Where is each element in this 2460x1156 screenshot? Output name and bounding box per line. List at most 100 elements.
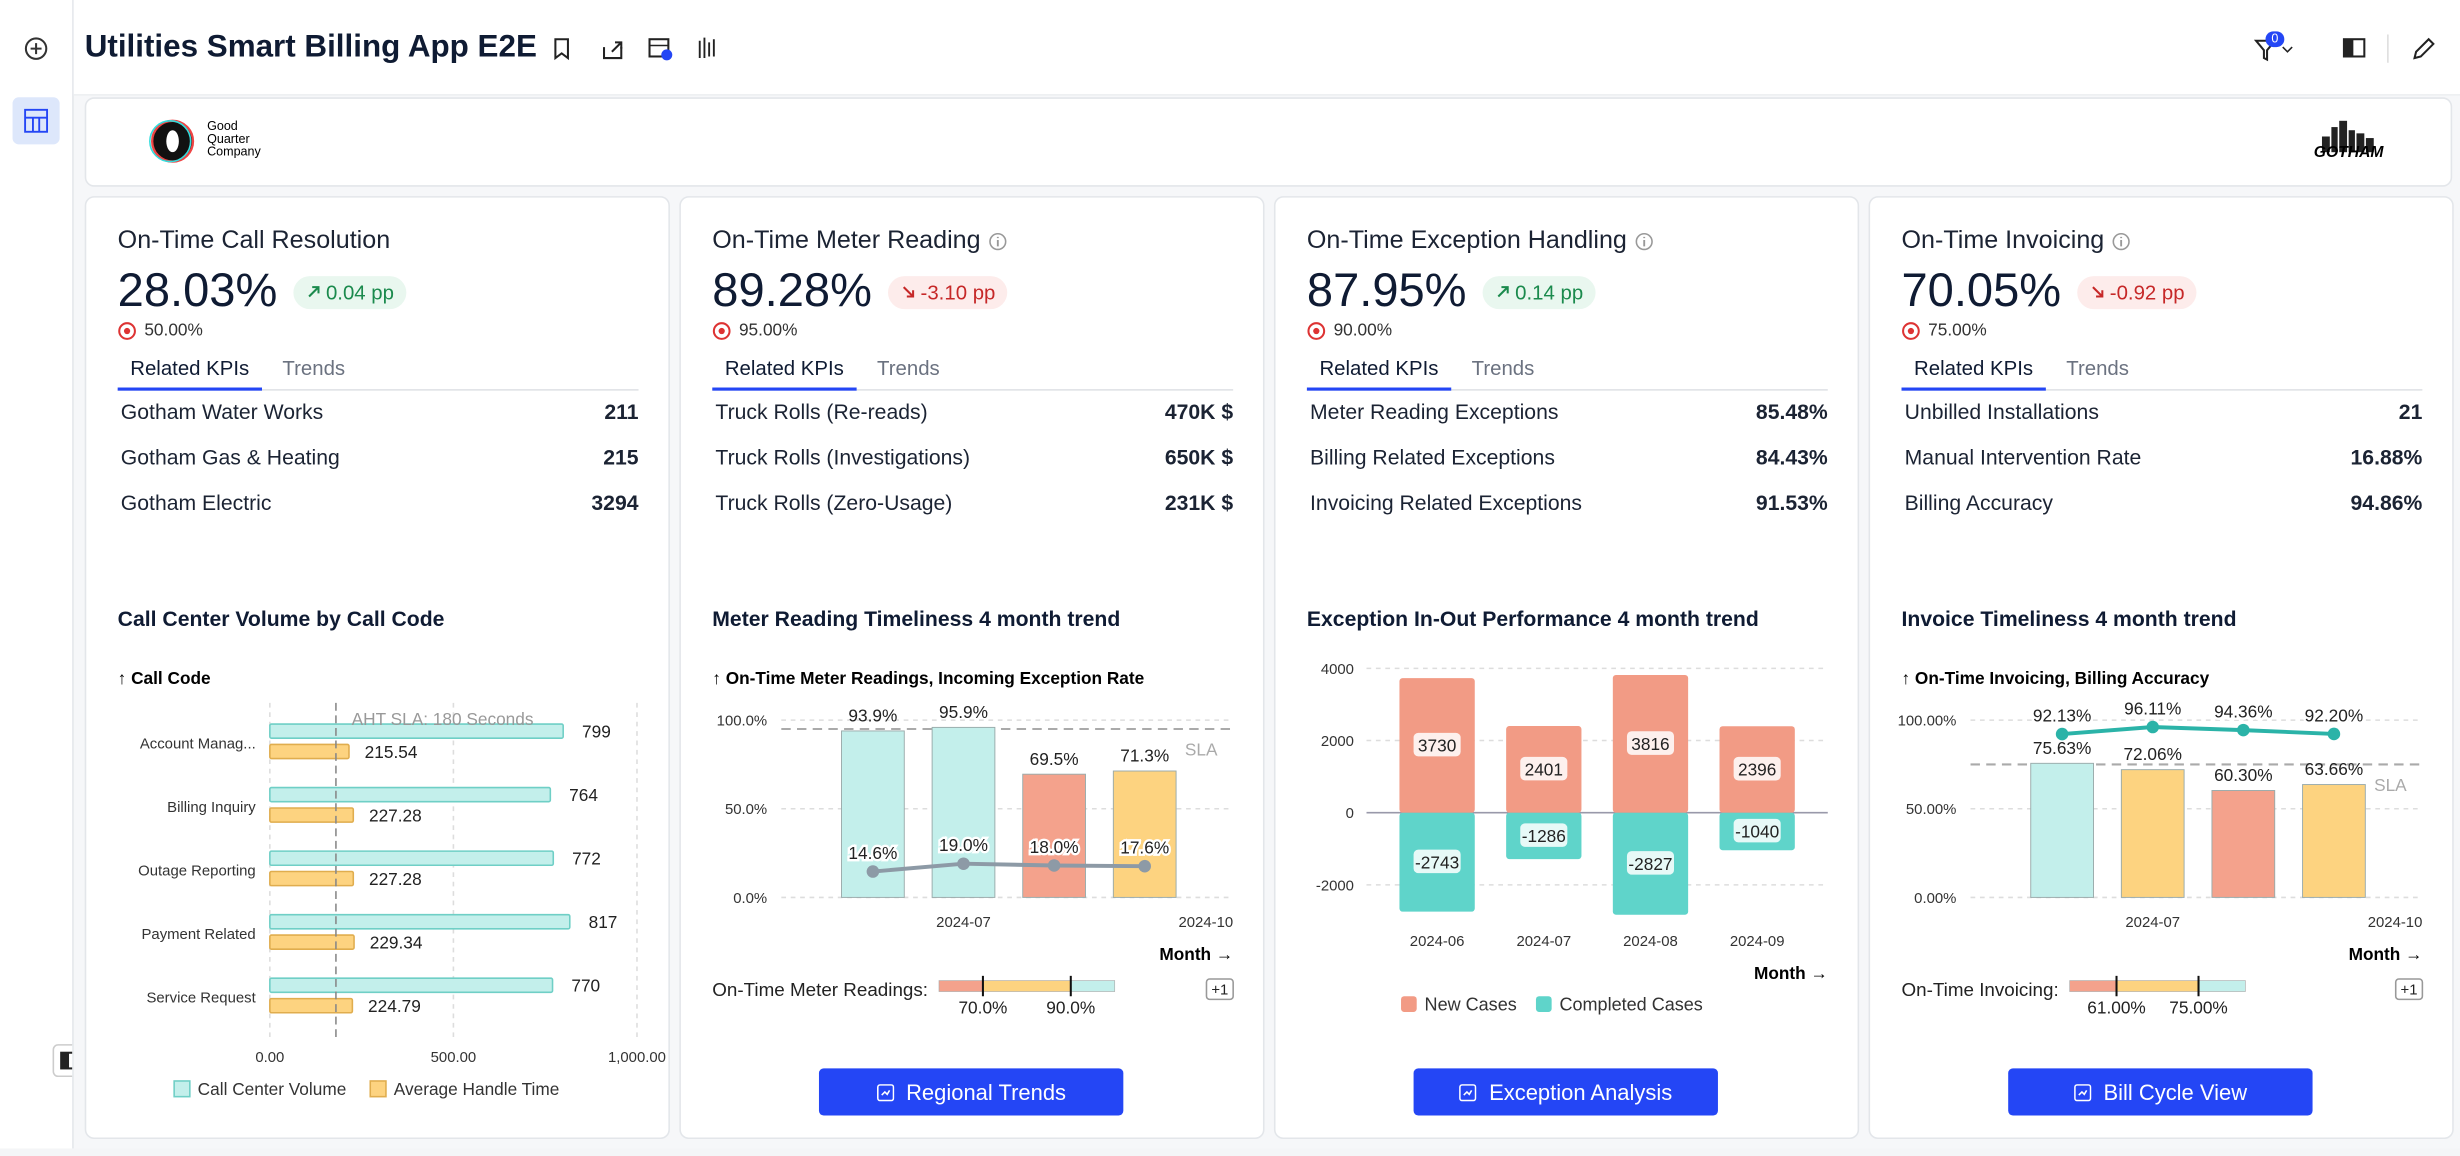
bullet-band (1070, 980, 1116, 992)
edit-button[interactable] (2413, 37, 2435, 60)
kpi-card: ↑ Call Code 0.00 500.00 1,000.00 Account Man… (84, 196, 670, 1140)
label-box (1520, 756, 1568, 781)
sla-label: SLA (2374, 775, 2407, 795)
value-label: 215.54 (365, 742, 418, 762)
label-box (1733, 818, 1781, 843)
tab[interactable]: Related KPIs (1901, 356, 2046, 391)
kpi-value: 91.53% (1755, 491, 1828, 515)
label-box (1413, 732, 1461, 757)
y-tick-label: 4000 (1321, 662, 1354, 678)
tab[interactable]: Trends (877, 356, 940, 380)
y-tick-label: 100.00% (1898, 714, 1957, 730)
icon (2077, 1089, 2087, 1095)
x-tick-label: 2024-10 (1178, 915, 1233, 931)
target-text: 75.00% (1928, 321, 1987, 341)
label-box (1626, 851, 1675, 875)
dot (123, 327, 131, 335)
card-title-text: On-Time Meter Reading (712, 227, 981, 255)
collapse-button[interactable] (52, 1044, 89, 1078)
value-label: 227.28 (369, 805, 422, 825)
dashboard-nav[interactable] (12, 97, 60, 145)
tab[interactable]: Trends (1471, 356, 1535, 380)
dot (1907, 327, 1915, 335)
header-icons (554, 31, 2435, 63)
insights-icon[interactable] (698, 37, 715, 59)
info-icon[interactable] (1635, 232, 1654, 251)
legend-swatch (1401, 996, 1417, 1012)
bar (931, 726, 996, 898)
icon (1463, 1089, 1473, 1095)
y-tick-label: 100.0% (717, 714, 768, 730)
kpi-row: Manual Intervention Rate 16.88% (1905, 446, 2423, 470)
more-badge[interactable] (2394, 978, 2424, 1001)
schedule-icon[interactable] (648, 38, 673, 61)
target-icon (712, 322, 731, 340)
tab[interactable]: Trends (2066, 356, 2129, 380)
delta-pill: -3.10 pp (887, 275, 1008, 309)
kpi-card: ↑ On-Time Meter Readings, Incoming Excep… (679, 196, 1265, 1140)
delta-text: -3.10 pp (920, 280, 996, 304)
kpi-value: 94.86% (2350, 491, 2423, 515)
info-icon[interactable] (988, 232, 1007, 251)
value-label: 18.0% (1030, 837, 1079, 857)
logos: Good Quarter Company GOTHAM (149, 119, 2385, 163)
label-box (1626, 731, 1675, 755)
icon (1459, 1083, 1477, 1101)
action-button[interactable]: Regional Trends (818, 1068, 1124, 1116)
card-title-text: On-Time Invoicing (1901, 227, 2105, 255)
delta-text: 0.14 pp (1515, 280, 1584, 304)
y-tick-label: 50.00% (1906, 802, 1957, 818)
value-label: 93.9% (848, 706, 897, 726)
sidebar-icons (12, 37, 89, 1078)
line (2061, 725, 2335, 737)
bar (269, 743, 350, 760)
line-point (866, 865, 880, 878)
panel-button[interactable] (2342, 38, 2366, 58)
legend-label: Average Handle Time (394, 1079, 560, 1099)
bullet-label: On-Time Invoicing: (1902, 979, 2059, 1000)
tab[interactable]: Trends (282, 356, 346, 380)
label-box (1733, 756, 1781, 781)
add-button[interactable] (24, 37, 48, 60)
bullet-threshold: 70.0% (958, 998, 1007, 1018)
filter-button[interactable] (2253, 31, 2293, 62)
action-button[interactable]: Exception Analysis (1413, 1068, 1718, 1116)
target: 75.00% (1902, 321, 1987, 341)
value-label: 94.36% (2214, 702, 2273, 722)
target: 95.00% (712, 322, 797, 340)
action-button[interactable]: Bill Cycle View (2008, 1068, 2313, 1116)
tab[interactable]: Related KPIs (1306, 356, 1452, 391)
y-tick-label: Payment Related (141, 927, 255, 943)
value-label: 2401 (1525, 760, 1563, 780)
axis-title: Month → (2349, 944, 2423, 964)
target-icon (118, 322, 136, 340)
tab[interactable]: Related KPIs (712, 356, 857, 391)
target-icon (1902, 322, 1920, 340)
tab[interactable]: Related KPIs (117, 356, 262, 391)
kpi-value: 211 (604, 400, 639, 424)
more-badge[interactable] (1205, 978, 1234, 1001)
company-logo (149, 119, 195, 163)
header: Utilities Smart Billing App E2E 0 (73, 0, 2460, 96)
arrow (902, 286, 914, 298)
y-tick-label: 2000 (1321, 734, 1354, 750)
target: 90.00% (1307, 322, 1392, 340)
sla-label: SLA (1185, 740, 1218, 760)
kpi-row: Truck Rolls (Investigations) 650K $ (715, 446, 1233, 470)
value-label: 227.28 (369, 869, 422, 889)
logo-text: GOTHAM (2314, 144, 2385, 161)
bookmark-icon[interactable] (554, 38, 569, 61)
x-tick-label: 500.00 (431, 1050, 477, 1066)
axis-title: ↑ On-Time Meter Readings, Incoming Excep… (712, 668, 1144, 688)
x-tick-label: 2024-08 (1623, 934, 1678, 950)
info-icon[interactable] (2112, 232, 2131, 251)
y-tick-label: Billing Inquiry (167, 800, 256, 816)
value-label: -1040 (1735, 822, 1779, 842)
trend-arrow (2091, 286, 2103, 298)
legend-swatch (369, 1080, 387, 1098)
share-icon[interactable] (603, 41, 623, 60)
bullet-band (2198, 980, 2246, 992)
ring (118, 322, 136, 340)
legend-label: New Cases (1425, 994, 1517, 1014)
bar (2030, 762, 2094, 898)
